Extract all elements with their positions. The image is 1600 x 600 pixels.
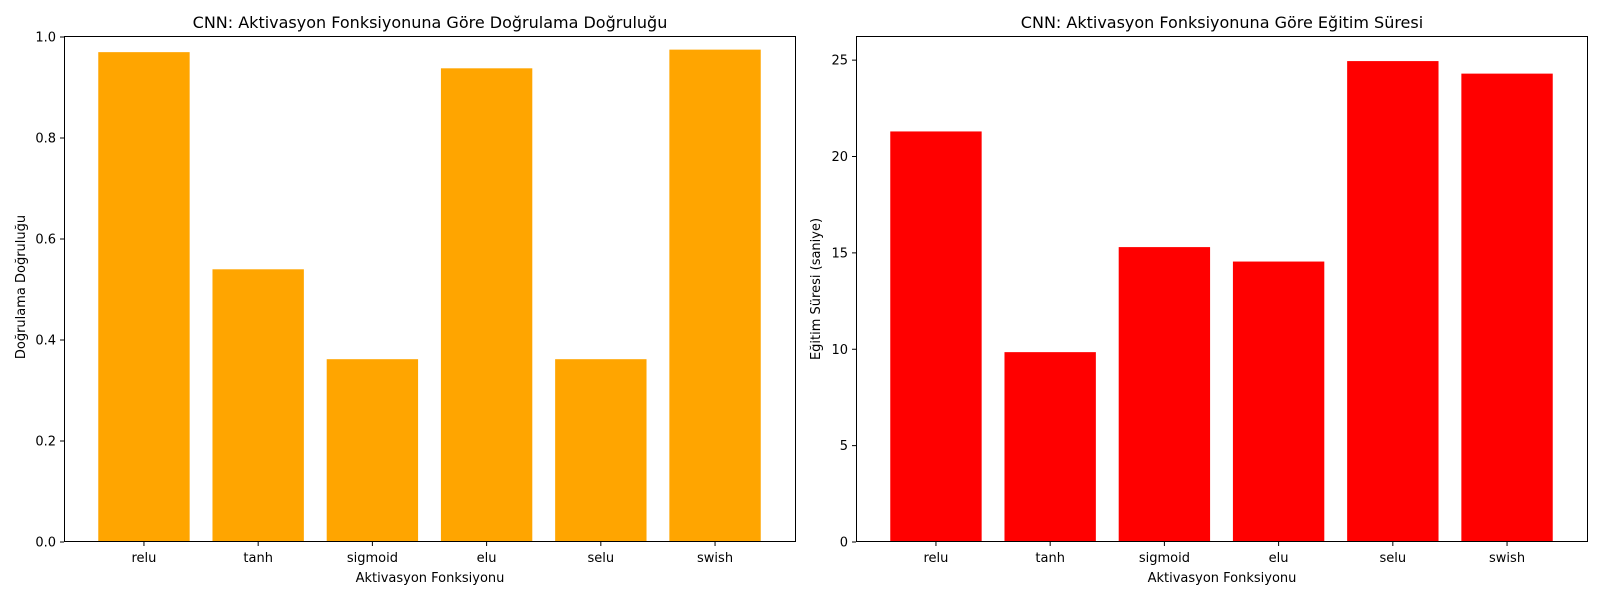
y-tick-label: 0.4 bbox=[35, 334, 56, 349]
chart-title: CNN: Aktivasyon Fonksiyonuna Göre Eğitim… bbox=[1021, 13, 1423, 32]
x-tick-label-relu: relu bbox=[131, 551, 156, 566]
y-tick-label: 20 bbox=[831, 150, 848, 165]
y-tick-label: 5 bbox=[840, 439, 848, 454]
bars-group bbox=[98, 49, 761, 543]
y-tick-label: 25 bbox=[831, 54, 848, 69]
y-tick-label: 0 bbox=[840, 536, 848, 551]
y-tick-label: 1.0 bbox=[35, 31, 56, 46]
bar-swish bbox=[1461, 73, 1553, 543]
bar-relu bbox=[98, 52, 190, 543]
ticks-group: relu tanh sigmoid elu selu swish 0.0 0.2 0.4 0.6 0… bbox=[35, 31, 733, 567]
bar-selu bbox=[1347, 61, 1439, 543]
x-tick-label-sigmoid: sigmoid bbox=[347, 551, 398, 566]
y-tick-label: 10 bbox=[831, 343, 848, 358]
y-axis-label: Eğitim Süresi (saniye) bbox=[809, 218, 824, 360]
chart-validation-accuracy: CNN: Aktivasyon Fonksiyonuna Göre Doğrul… bbox=[14, 13, 796, 586]
axes-frame bbox=[856, 36, 1588, 542]
x-tick-label-selu: selu bbox=[1380, 551, 1407, 566]
x-tick-label-swish: swish bbox=[1489, 551, 1525, 566]
bar-selu bbox=[555, 359, 647, 542]
x-tick-label-selu: selu bbox=[588, 551, 615, 566]
x-tick-label-sigmoid: sigmoid bbox=[1139, 551, 1190, 566]
bar-sigmoid bbox=[326, 359, 419, 542]
chart-title: CNN: Aktivasyon Fonksiyonuna Göre Doğrul… bbox=[193, 13, 668, 32]
y-tick-label: 0.0 bbox=[35, 536, 56, 551]
ticks-group: relu tanh sigmoid elu selu swish 0 5 10 15 20 25 bbox=[831, 54, 1525, 566]
bar-tanh bbox=[212, 269, 304, 542]
y-tick-label: 0.2 bbox=[35, 435, 56, 450]
y-tick-label: 0.6 bbox=[35, 233, 56, 248]
bars-group bbox=[890, 61, 1553, 543]
y-axis-label: Doğrulama Doğruluğu bbox=[14, 215, 29, 359]
chart-training-time: CNN: Aktivasyon Fonksiyonuna Göre Eğitim… bbox=[809, 13, 1588, 586]
x-axis-label: Aktivasyon Fonksiyonu bbox=[356, 571, 505, 586]
x-tick-label-tanh: tanh bbox=[243, 551, 273, 566]
x-axis-label: Aktivasyon Fonksiyonu bbox=[1148, 571, 1297, 586]
x-tick-label-relu: relu bbox=[923, 551, 948, 566]
x-tick-label-tanh: tanh bbox=[1035, 551, 1065, 566]
y-tick-label: 0.8 bbox=[35, 132, 56, 147]
bar-relu bbox=[890, 131, 982, 542]
y-tick-label: 15 bbox=[831, 246, 848, 261]
x-tick-label-elu: elu bbox=[1269, 551, 1289, 566]
bar-elu bbox=[440, 68, 533, 542]
bar-swish bbox=[669, 49, 761, 543]
axes-frame bbox=[64, 36, 796, 542]
bar-sigmoid bbox=[1118, 247, 1211, 542]
x-tick-label-elu: elu bbox=[477, 551, 497, 566]
x-tick-label-swish: swish bbox=[697, 551, 733, 566]
bar-elu bbox=[1232, 261, 1325, 542]
bar-tanh bbox=[1004, 352, 1096, 542]
